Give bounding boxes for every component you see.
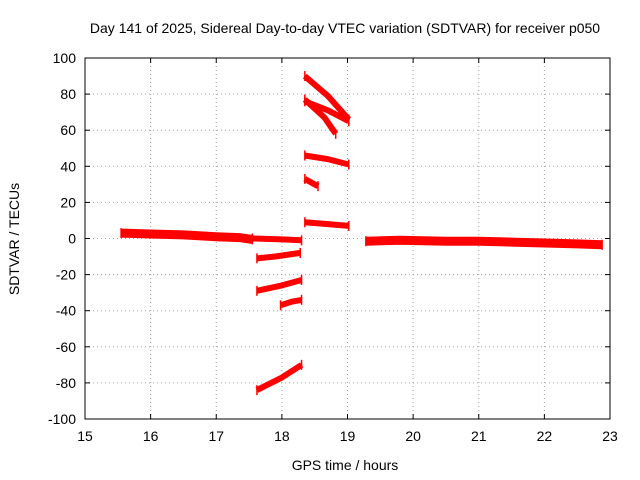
- data-series-arc-6: [255, 362, 304, 393]
- chart-title: Day 141 of 2025, Sidereal Day-to-day VTE…: [90, 20, 600, 36]
- data-series-arc-8: [303, 176, 320, 189]
- x-tick-label: 17: [208, 428, 224, 444]
- y-tick-label: 80: [60, 86, 76, 102]
- y-tick-label: -20: [56, 267, 76, 283]
- x-tick-label: 21: [471, 428, 487, 444]
- data-series-arc-12: [302, 73, 352, 122]
- x-tick-label: 19: [340, 428, 356, 444]
- data-series-arc-5: [279, 296, 303, 309]
- data-series-arc-7: [304, 219, 350, 229]
- x-tick-label: 22: [537, 428, 553, 444]
- data-series-arc-9: [304, 152, 350, 168]
- data-series-arc-1: [120, 228, 253, 244]
- y-tick-label: 60: [60, 122, 76, 138]
- x-tick-label: 15: [77, 428, 93, 444]
- x-tick-label: 23: [602, 428, 618, 444]
- data-series-arc-11: [303, 98, 351, 124]
- y-tick-label: -100: [48, 411, 76, 427]
- y-tick-label: -40: [56, 303, 76, 319]
- y-tick-label: 40: [60, 158, 76, 174]
- x-axis-label: GPS time / hours: [292, 457, 399, 473]
- data-series-arc-13: [365, 235, 603, 250]
- y-tick-label: -60: [56, 339, 76, 355]
- data-series-arc-4: [256, 277, 303, 294]
- x-tick-label: 20: [405, 428, 421, 444]
- data-series: [120, 71, 603, 396]
- y-tick-label: -80: [56, 375, 76, 391]
- x-tick-label: 16: [143, 428, 159, 444]
- y-axis-label: SDTVAR / TECUs: [6, 183, 22, 295]
- data-series-arc-2: [252, 235, 302, 244]
- x-tick-label: 18: [274, 428, 290, 444]
- y-tick-label: 0: [68, 231, 76, 247]
- y-tick-label: 100: [53, 50, 77, 66]
- axis-ticks: 15 16 17 18 19 20 21 22 23 -100 -80 -60 -40 -20 0 20 40 6…: [48, 50, 618, 444]
- data-series-arc-3: [256, 249, 301, 262]
- y-tick-label: 20: [60, 194, 76, 210]
